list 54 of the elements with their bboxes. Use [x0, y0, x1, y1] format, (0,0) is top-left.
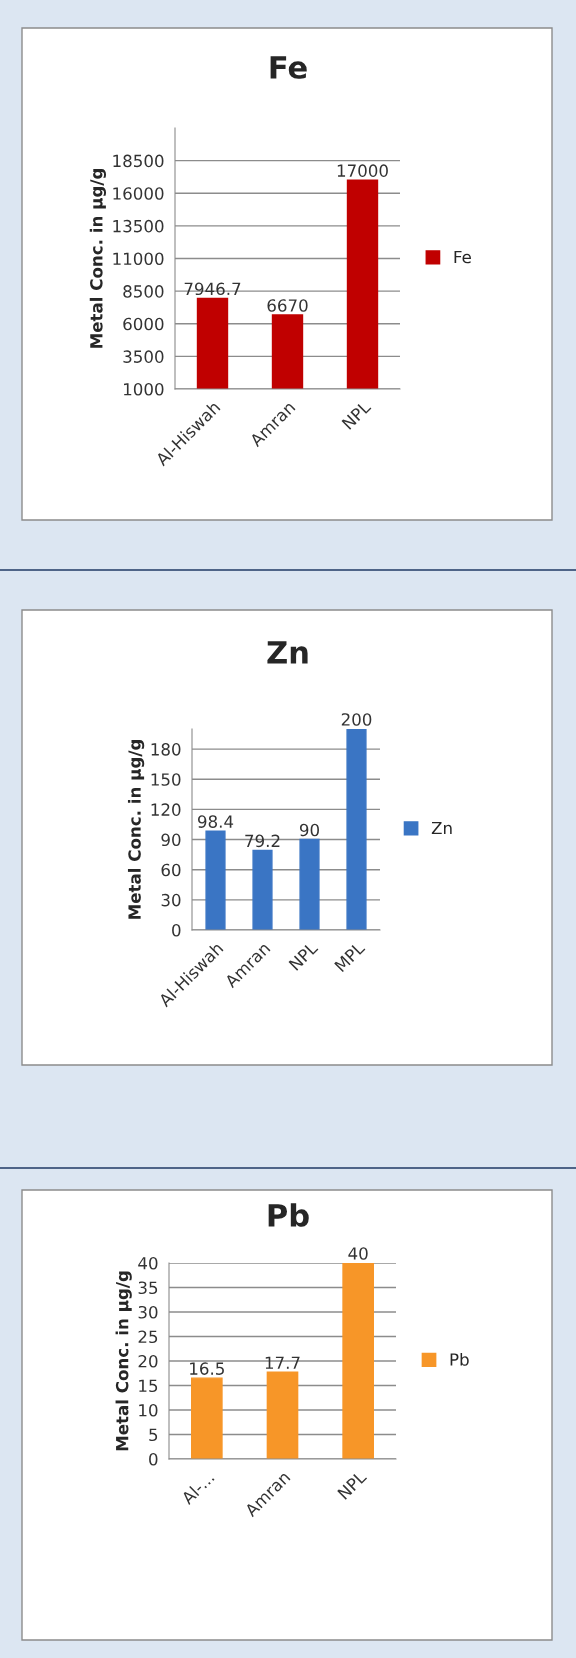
chart-title: Pb: [268, 1203, 309, 1227]
x-tick-label: Al-...: [180, 1470, 215, 1506]
x-tick-label: MPL: [334, 940, 366, 973]
y-tick-label: 16000: [113, 187, 164, 200]
y-tick-label: 30: [161, 893, 181, 907]
y-tick-label: 13500: [113, 219, 164, 233]
bar: [252, 849, 273, 930]
y-tick-label: 25: [138, 1330, 158, 1344]
y-tick-label: 11000: [113, 252, 164, 266]
y-tick-label: 20: [138, 1354, 158, 1368]
y-tick-label: 40: [138, 1256, 158, 1270]
y-axis-title: Metal Conc. in µg/g: [89, 169, 107, 348]
y-tick-label: 180: [151, 743, 181, 756]
y-tick-label: 6000: [123, 317, 164, 331]
bar: [342, 1263, 374, 1459]
data-label: 16.5: [190, 1362, 224, 1375]
y-axis-title: Metal Conc. in µg/g: [127, 740, 145, 919]
legend-label: Zn: [431, 821, 452, 835]
bar: [299, 838, 320, 930]
bar: [205, 830, 226, 930]
data-label: 40: [348, 1247, 368, 1260]
y-tick-label: 150: [151, 773, 181, 786]
y-tick-label: 60: [161, 863, 181, 877]
y-tick-label: 90: [161, 833, 181, 847]
y-tick-label: 0: [149, 1452, 158, 1466]
data-label: 7946.7: [184, 282, 241, 296]
data-label: 90: [299, 823, 319, 837]
x-tick-label: NPL: [288, 940, 319, 971]
y-axis-title: Metal Conc. in µg/g: [115, 1271, 132, 1451]
y-tick-label: 3500: [123, 350, 164, 363]
bar: [191, 1377, 223, 1459]
y-tick-label: 15: [139, 1379, 158, 1393]
legend-label: Fe: [454, 250, 471, 264]
x-tick-label: NPL: [341, 399, 372, 430]
y-tick-label: 8500: [123, 285, 164, 298]
chart-title: Zn: [267, 641, 308, 664]
data-label: 17.7: [265, 1356, 300, 1369]
chart-title: Fe: [270, 56, 307, 79]
y-tick-label: 120: [151, 803, 181, 816]
y-tick-label: 30: [138, 1305, 158, 1319]
y-tick-label: 35: [138, 1281, 158, 1295]
y-tick-label: 10: [139, 1403, 158, 1417]
y-tick-label: 18500: [113, 154, 164, 168]
x-tick-label: NPL: [337, 1469, 368, 1500]
bar: [266, 1371, 299, 1459]
bar: [346, 729, 367, 930]
y-tick-label: 1000: [124, 382, 164, 396]
y-tick-label: 0: [172, 923, 181, 937]
y-tick-label: 5: [149, 1428, 158, 1442]
data-label: 200: [341, 713, 372, 726]
data-label: 6670: [267, 299, 308, 312]
legend-label: Pb: [450, 1352, 469, 1366]
data-label: 17000: [337, 164, 388, 177]
data-label: 98.4: [197, 815, 234, 828]
